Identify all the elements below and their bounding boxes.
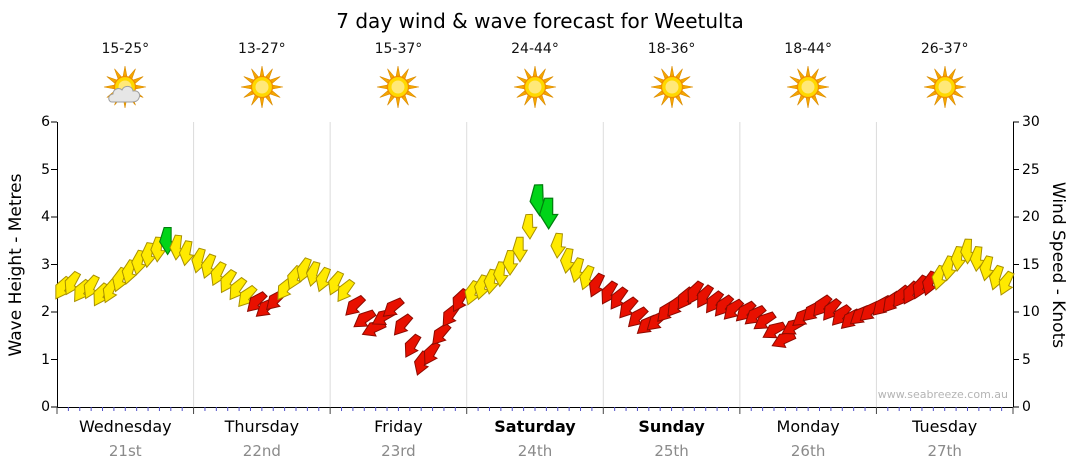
day-date: 26th [790,442,826,460]
day-date: 25th [654,442,689,460]
temp-range: 13-27° [238,41,286,57]
wave-tick-label: 1 [41,351,50,368]
day-name: Friday [374,417,423,436]
wind-arrow [382,297,405,317]
wind-arrow [432,322,452,346]
sunny-icon [787,65,830,109]
sunny-icon [377,65,420,109]
day-date: 23rd [381,442,416,460]
sunny-icon [513,65,557,109]
sunny-icon [650,65,693,109]
sunny-icon [240,65,283,109]
axis-ticks [51,121,1019,414]
wind-arrow [361,320,387,337]
day-name: Thursday [224,417,300,436]
temp-range: 26-37° [920,41,969,57]
chart-title: 7 day wind & wave forecast for Weetulta [336,9,744,33]
temp-range: 18-36° [647,41,696,57]
wind-tick-label: 20 [1022,209,1040,225]
wave-tick-label: 2 [41,304,50,320]
temp-range: 15-37° [374,41,423,57]
wind-arrow [337,278,356,303]
wind-arrow [178,240,195,267]
day-date: 27th [927,442,962,460]
sunny-icon [923,65,966,109]
wind-tick-label: 30 [1022,114,1040,130]
wind-arrows [55,184,1015,376]
wind-arrow [521,213,538,240]
temp-range: 18-44° [784,41,832,57]
partly-cloudy-icon [104,65,147,109]
wave-tick-label: 0 [41,399,50,415]
wind-arrow [998,270,1015,296]
wind-tick-label: 25 [1022,161,1040,178]
wind-arrow [538,197,559,231]
wind-arrow [345,294,367,316]
wind-tick-label: 15 [1022,256,1040,273]
watermark: www.seabreeze.com.au [877,388,1008,401]
wind-tick-label: 5 [1022,351,1031,368]
wind-arrow [423,341,441,366]
wave-tick-label: 4 [41,209,50,225]
day-name: Saturday [494,417,576,436]
day-name: Wednesday [78,417,172,436]
day-date: 22nd [242,442,281,460]
wind-arrow [550,232,567,259]
day-name: Sunday [638,417,705,436]
wave-tick-label: 6 [41,114,50,130]
day-date: 21st [108,442,142,460]
wind-tick-label: 10 [1022,304,1040,320]
temp-range: 15-25° [101,41,150,57]
wind-arrow [771,331,797,349]
wind-arrow [404,333,422,358]
wind-tick-label: 0 [1022,399,1031,415]
day-date: 24th [517,442,553,460]
day-name: Tuesday [912,417,978,436]
day-gridlines [193,122,877,407]
wave-tick-label: 3 [41,256,50,273]
day-name: Monday [776,417,840,436]
wind-arrow [393,313,414,336]
wind-arrow [512,236,529,263]
temp-range: 24-44° [511,41,559,57]
wave-tick-label: 5 [41,161,50,178]
